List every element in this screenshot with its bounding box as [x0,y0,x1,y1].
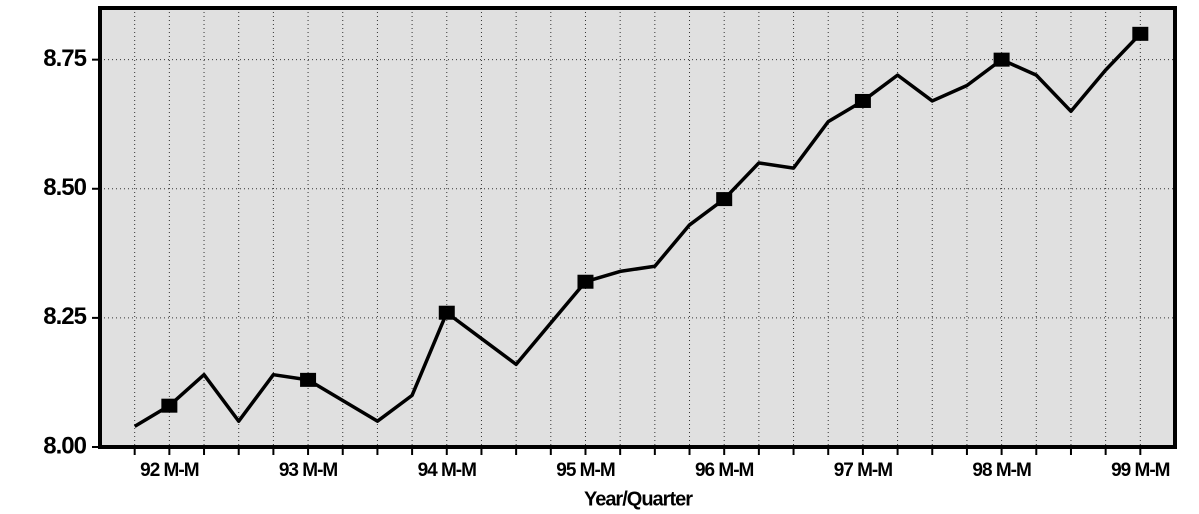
y-tick-label: 8.25 [43,303,86,330]
x-tick-label: 94 M-M [418,460,477,481]
x-tick-label: 96 M-M [695,460,754,481]
marker [993,52,1010,67]
y-tick-label: 8.75 [43,45,86,72]
x-tick-label: 98 M-M [972,460,1031,481]
x-tick-label: 97 M-M [834,460,893,481]
x-tick-label: 99 M-M [1111,460,1170,481]
x-tick-label: 92 M-M [140,460,199,481]
x-axis-label: Year/Quarter [584,488,693,510]
plot-frame [98,6,1177,449]
y-tick-label: 8.00 [43,432,86,459]
marker [854,93,871,108]
x-tick-label: 93 M-M [279,460,338,481]
marker [161,398,178,413]
marker [1132,26,1149,41]
marker [577,274,594,289]
x-tick-label: 95 M-M [556,460,615,481]
y-tick-label: 8.50 [43,174,86,201]
marker [438,305,455,320]
marker [716,192,733,207]
plot-area [102,9,1174,446]
marker [300,372,317,387]
